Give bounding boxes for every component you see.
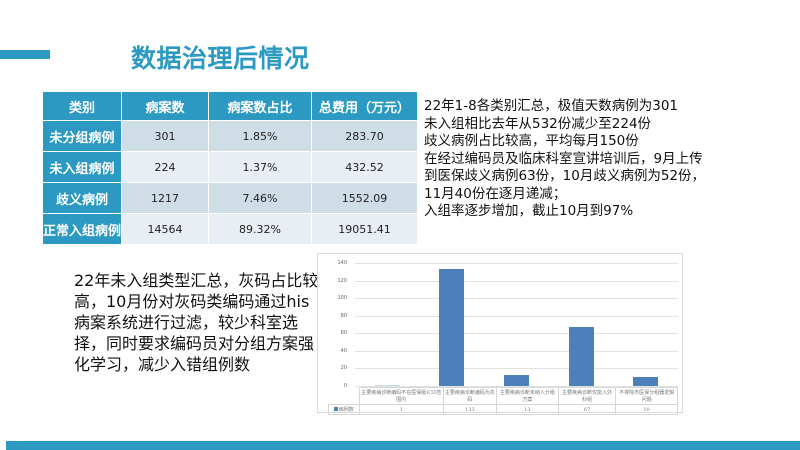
y-tick-label: 0 [343,383,347,389]
header-category: 类别 [43,92,122,120]
row-count: 301 [122,121,209,151]
chart-bar [439,269,465,386]
table-row: 未分组病例 301 1.85% 283.70 [43,121,417,151]
row-ratio: 1.37% [209,152,312,182]
value-cell: 67 [557,404,617,415]
gridline [355,263,678,264]
table-row: 歧义病例 1217 7.46% 1552.09 [43,183,417,213]
y-tick-label: 40 [340,347,347,354]
row-ratio: 1.85% [209,121,312,151]
value-cell: 1 [358,404,444,415]
gridline [355,315,678,317]
row-count: 1217 [122,183,209,213]
chart-bar [568,327,594,386]
category-label: 主要疾病诊断未纳入分组方案 [496,387,559,405]
y-tick-label: 80 [340,312,347,319]
row-count: 224 [122,152,209,182]
value-cell: 13 [496,404,559,415]
note-line: 歧义病例占比较高，平均每月150份 [424,133,639,149]
legend-entry: 病例数 [328,404,360,415]
legend-swatch-icon [333,407,338,411]
note-line: 未入组相比去年从532份减少至224份 [424,115,652,132]
table-header-row: 类别 病案数 病案数占比 总费用（万元） [43,92,417,120]
chart-bar [633,377,659,386]
table-row: 正常入组病例 14564 89.32% 19051.41 [43,214,417,244]
gridline [355,350,678,352]
gridline [355,280,678,282]
gridline [355,386,678,387]
value-cell: 10 [615,404,678,415]
chart-bar [374,385,400,386]
gridline [355,333,678,335]
row-category: 未分组病例 [43,121,122,151]
row-category: 歧义病例 [43,183,122,213]
note-line: 22年1-8各类别汇总，极值天数病例为301 [424,98,678,114]
summary-notes: 22年1-8各类别汇总，极值天数病例为301 未入组相比去年从532份减少至22… [424,98,705,221]
y-tick-label: 60 [340,330,347,337]
row-category: 未入组病例 [43,152,122,182]
y-tick-label: 20 [340,365,347,372]
page-title: 数据治理后情况 [131,44,310,73]
y-tick-label: 120 [337,277,347,284]
accent-bar-left [0,50,50,59]
row-ratio: 89.32% [209,214,312,244]
bar-chart: 0 20 40 60 80 100 120 140 主要疾病诊断编码不在医保版ICD范围内 主… [317,253,683,415]
summary-table: 类别 病案数 病案数占比 总费用（万元） 未分组病例 301 1.85% 283… [42,91,418,245]
note-line: 入组率逐步增加，截止10月到97% [424,203,634,219]
chart-data-table: 主要疾病诊断编码不在医保版ICD范围内 主要疾病诊断编码为灰码 主要疾病诊断未纳… [328,387,678,415]
row-count: 14564 [122,214,209,244]
row-ratio: 7.46% [209,183,312,213]
row-cost: 432.52 [312,152,417,182]
chart-plot-area: 0 20 40 60 80 100 120 140 [337,260,678,389]
row-cost: 19051.41 [312,214,417,244]
gridline [355,368,678,370]
values-row: 病例数 1 133 13 67 10 [328,404,678,415]
row-cost: 283.70 [312,121,417,151]
category-label: 主要疾病诊断编码不在医保版ICD范围内 [358,387,444,405]
table-row: 未入组病例 224 1.37% 432.52 [43,152,417,182]
header-count: 病案数 [122,92,209,120]
header-cost: 总费用（万元） [312,92,417,120]
row-category: 正常入组病例 [43,214,122,244]
gridline [355,298,678,300]
y-tick-label: 100 [337,295,347,302]
ungrouped-notes: 22年未入组类型汇总，灰码占比较高，10月份对灰码类编码通过his病案系统进行过… [74,271,319,374]
category-label: 不排除市医保分组器逻辑问题 [615,387,678,405]
value-cell: 133 [442,404,498,415]
category-row: 主要疾病诊断编码不在医保版ICD范围内 主要疾病诊断编码为灰码 主要疾病诊断未纳… [328,387,678,405]
category-label: 主要疾病诊断仅能入外科组 [557,387,617,405]
y-tick-label: 140 [337,260,347,266]
accent-bar-bottom [6,441,800,450]
chart-bar [504,374,529,386]
row-cost: 1552.09 [312,183,417,213]
note-line: 11月40份在逐月递减； [424,185,567,202]
header-ratio: 病案数占比 [209,92,312,120]
note-line: 到医保歧义病例63份，10月歧义病例为52份， [424,168,706,184]
note-line: 在经过编码员及临床科室宣讲培训后，9月上传 [424,150,703,167]
category-label: 主要疾病诊断编码为灰码 [442,387,498,405]
